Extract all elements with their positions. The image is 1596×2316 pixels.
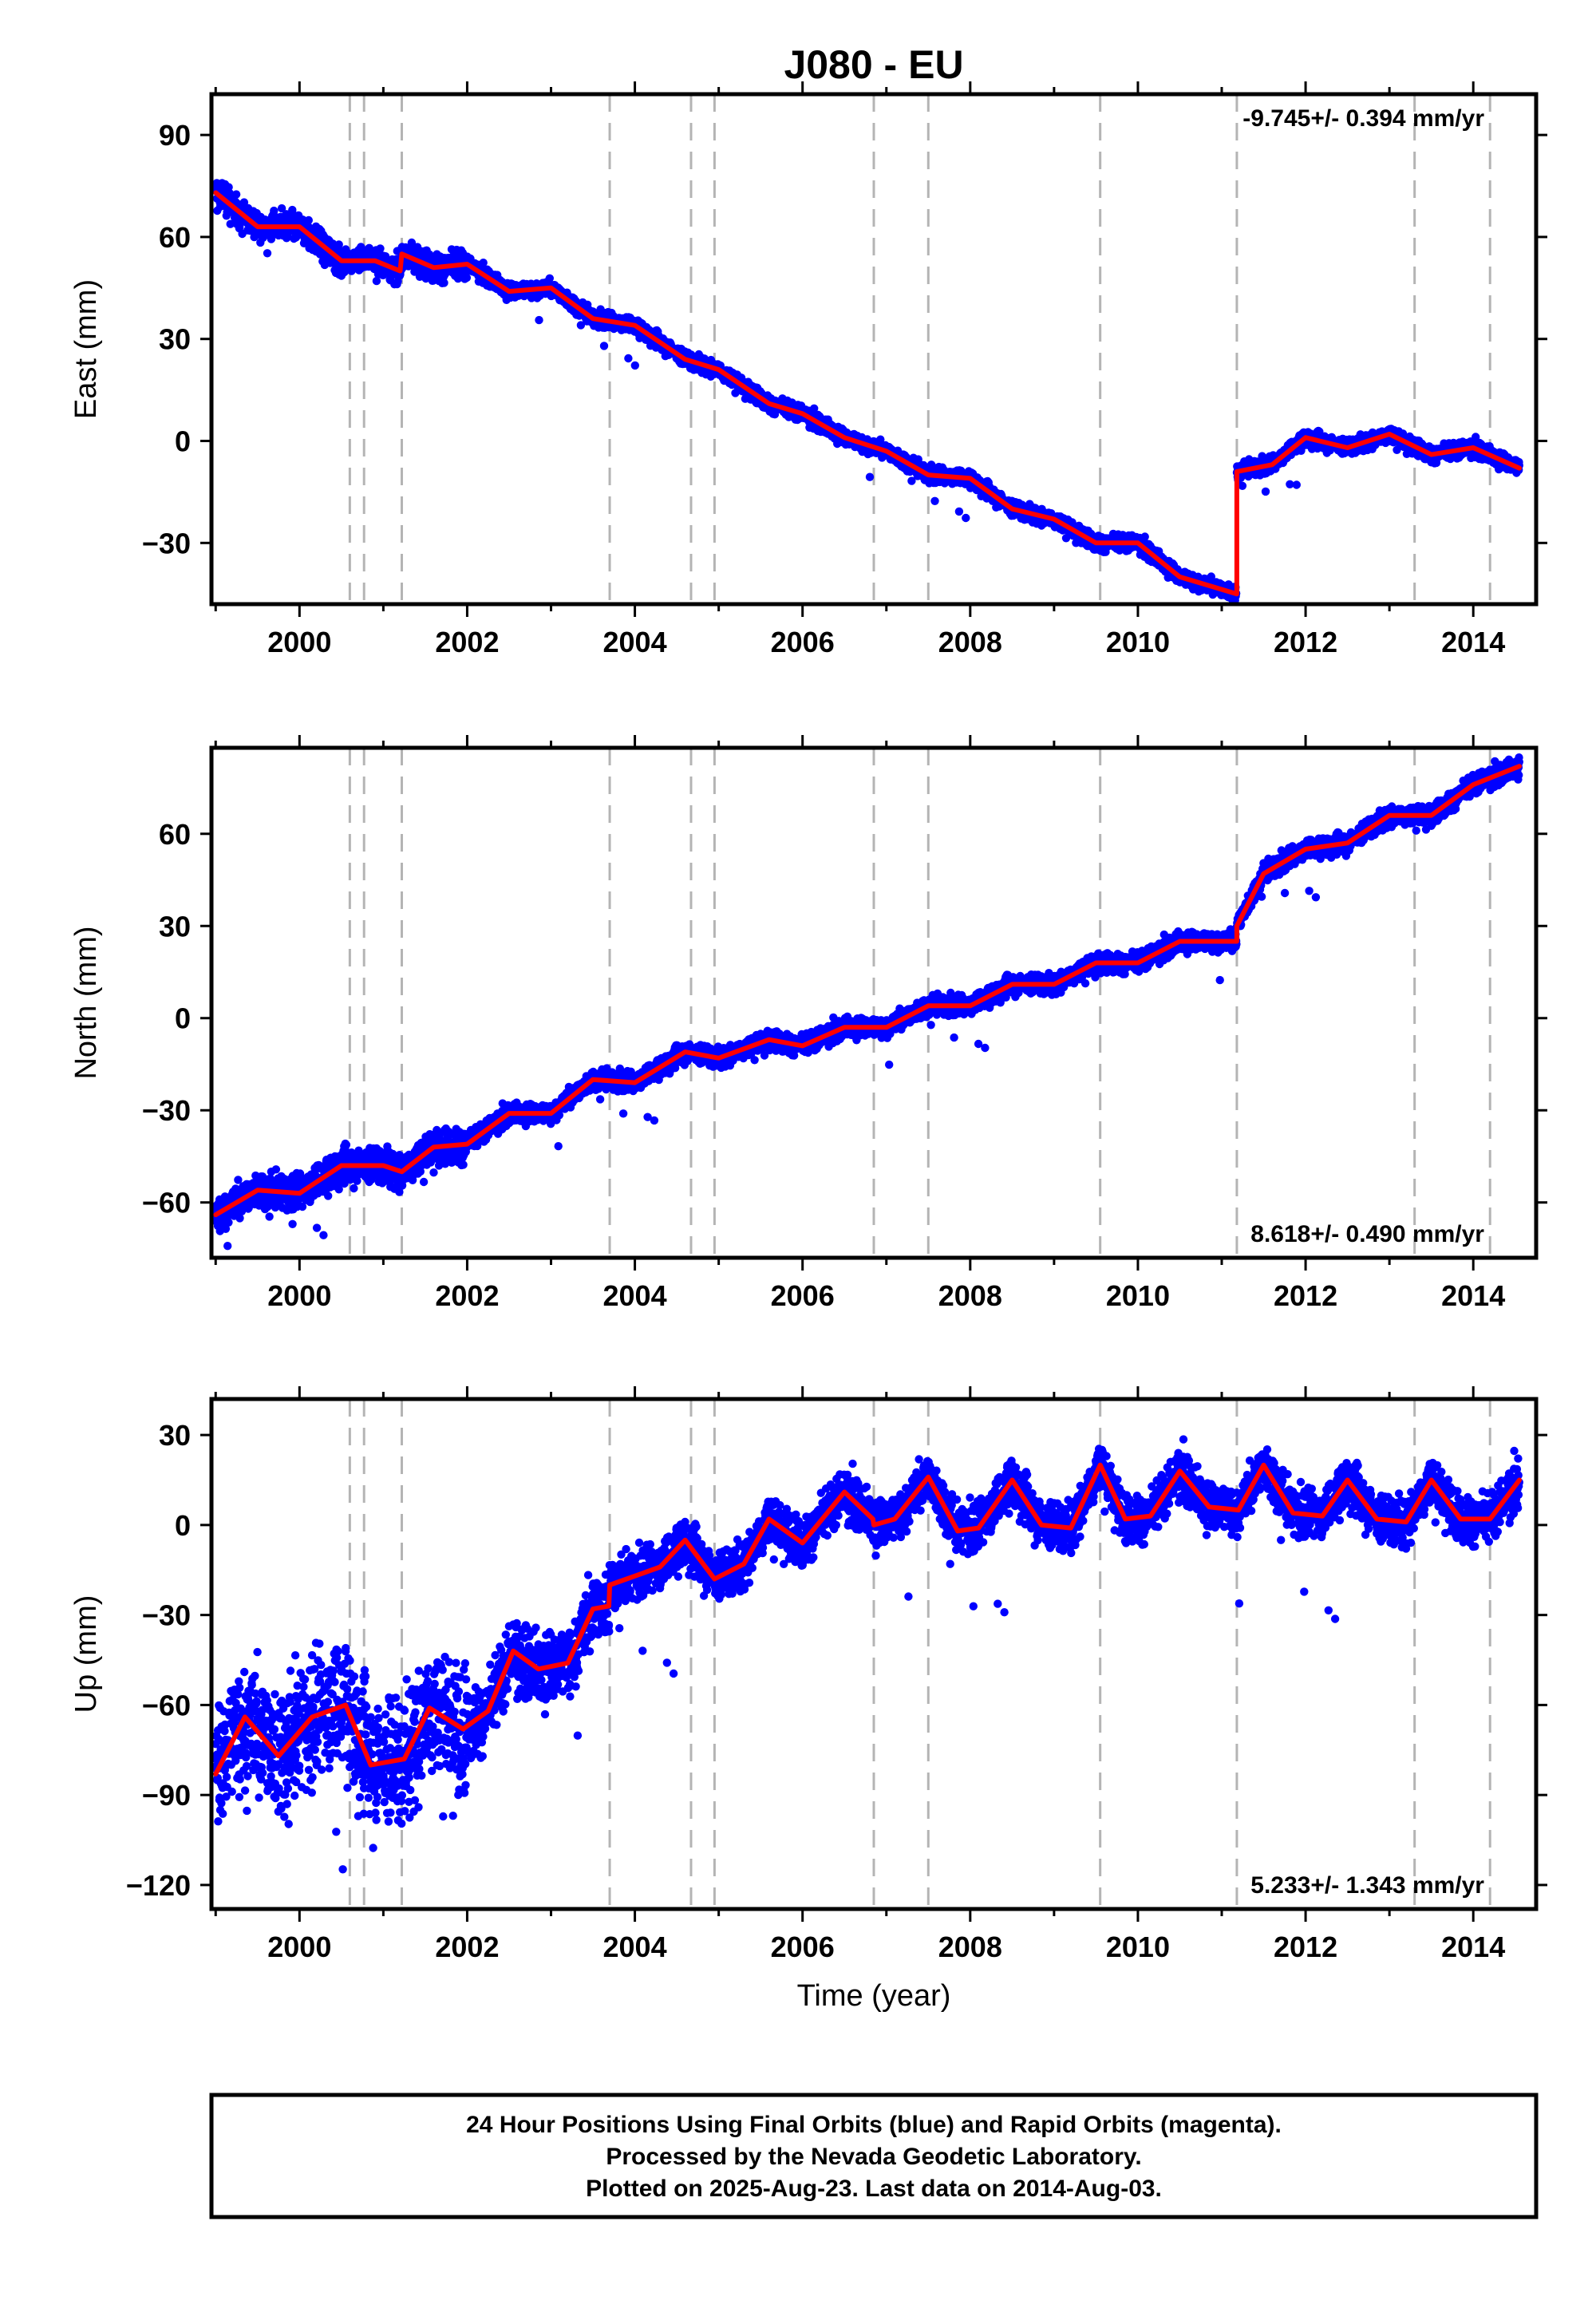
east-point-201 bbox=[263, 249, 272, 258]
east-point-875 bbox=[440, 279, 448, 287]
east-point-253 bbox=[277, 204, 286, 213]
east-observations bbox=[211, 179, 1524, 619]
east-point-1027 bbox=[479, 259, 488, 267]
east-point-478 bbox=[334, 240, 343, 249]
east-point-225 bbox=[270, 206, 279, 215]
east-point-2681 bbox=[907, 476, 916, 485]
east-point-1586 bbox=[624, 354, 633, 363]
east-point-3843 bbox=[1207, 572, 1216, 581]
east-point-2520 bbox=[865, 472, 875, 481]
east-point-4053 bbox=[1261, 487, 1270, 496]
east-point-4144 bbox=[1286, 480, 1294, 488]
east-point-3799 bbox=[1196, 611, 1204, 619]
figure-title: J080 - EU bbox=[784, 42, 963, 87]
east-point-3960 bbox=[1238, 481, 1247, 490]
east-point-1241 bbox=[535, 315, 543, 325]
east-point-621 bbox=[372, 276, 381, 286]
east-point-2890 bbox=[962, 513, 970, 523]
east-point-754 bbox=[407, 238, 417, 247]
east-point-962 bbox=[462, 273, 472, 283]
east-point-637 bbox=[376, 244, 385, 253]
east-point-359 bbox=[304, 215, 313, 225]
east-point-114 bbox=[239, 198, 249, 207]
east-point-4169 bbox=[1292, 480, 1302, 489]
east-point-1402 bbox=[576, 321, 586, 330]
east-point-2564 bbox=[876, 435, 885, 444]
east-point-84 bbox=[231, 190, 241, 199]
east-point-1611 bbox=[630, 361, 639, 370]
east-point-4864 bbox=[1472, 433, 1480, 441]
east-plot-area bbox=[211, 94, 1524, 619]
east-point-2865 bbox=[954, 507, 964, 516]
east-point-2774 bbox=[930, 496, 939, 505]
east-point-2306 bbox=[810, 404, 819, 413]
east-point-1285 bbox=[545, 274, 554, 283]
east-point-1495 bbox=[599, 342, 609, 350]
east-point-3585 bbox=[1140, 532, 1149, 541]
